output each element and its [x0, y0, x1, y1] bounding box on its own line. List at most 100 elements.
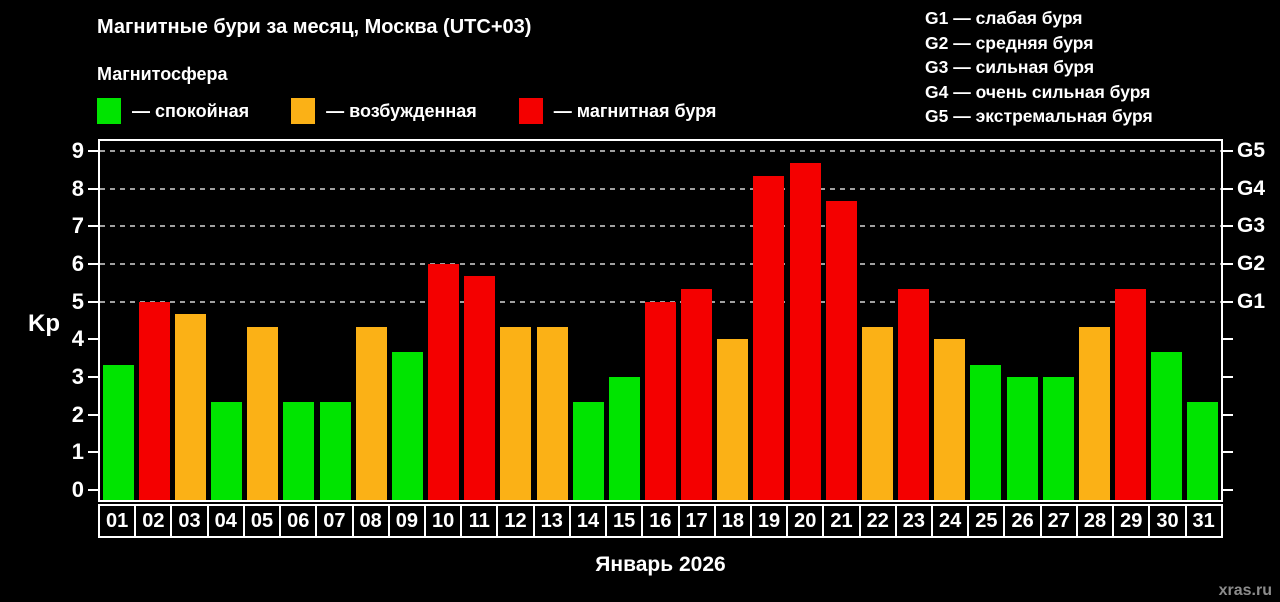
watermark: xras.ru: [1218, 582, 1272, 599]
day-cell-04: 04: [206, 504, 245, 538]
g-scale-legend: G1 — слабая буря G2 — средняя буря G3 — си…: [925, 6, 1153, 129]
day-cell-07: 07: [315, 504, 354, 538]
y-axis-label-4: 4: [71, 326, 84, 352]
day-cell-30: 30: [1148, 504, 1187, 538]
gridline-kp7: [100, 225, 1221, 228]
plot-area: [98, 139, 1223, 502]
day-cell-14: 14: [568, 504, 608, 538]
gridline-kp8: [100, 187, 1221, 190]
day-cell-17: 17: [677, 504, 716, 538]
day-cell-22: 22: [858, 504, 897, 538]
bar-day-28: [1078, 326, 1110, 500]
day-cell-12: 12: [496, 504, 535, 538]
bar-day-24: [934, 339, 966, 500]
bar-day-04: [211, 402, 243, 500]
bar-day-16: [645, 301, 676, 500]
right-axis-label-g2: G2: [1237, 252, 1266, 275]
y-axis-tick-left-6: [88, 263, 98, 265]
legend-label-storm: — магнитная буря: [553, 100, 717, 121]
g-scale-line-1: G1 — слабая буря: [925, 8, 1083, 28]
day-cell-18: 18: [713, 504, 752, 538]
legend-label-calm: — спокойная: [132, 100, 250, 121]
day-cell-19: 19: [749, 504, 789, 538]
y-axis-tick-right-5: [1223, 300, 1233, 303]
y-axis-tick-right-2: [1223, 413, 1233, 416]
magnetosphere-subtitle: Магнитосфера: [97, 64, 228, 84]
right-axis-label-g4: G4: [1237, 176, 1266, 200]
y-axis-tick-left-7: [88, 225, 98, 228]
bar-day-01: [102, 364, 134, 500]
bar-day-08: [355, 326, 387, 500]
y-axis-label-0: 0: [71, 477, 84, 502]
gridline-kp5: [100, 300, 1221, 303]
y-axis-label-2: 2: [71, 401, 84, 427]
bar-day-31: [1187, 402, 1219, 500]
bar-day-14: [572, 402, 604, 500]
day-cell-09: 09: [387, 504, 426, 538]
y-axis-tick-right-9: [1223, 150, 1233, 152]
right-axis-label-g3: G3: [1237, 214, 1266, 238]
day-cell-27: 27: [1039, 504, 1078, 538]
right-axis-label-g5: G5: [1237, 139, 1266, 162]
legend-swatch-storm: [518, 98, 543, 124]
g-scale-line-4: G4 — очень сильная буря: [925, 81, 1151, 102]
day-cell-25: 25: [967, 504, 1006, 538]
y-axis-tick-left-8: [88, 187, 98, 190]
y-axis-tick-right-6: [1223, 263, 1233, 265]
bar-day-18: [717, 339, 749, 500]
day-cell-31: 31: [1184, 504, 1223, 538]
bar-day-03: [174, 314, 206, 500]
bar-day-09: [391, 351, 423, 500]
gridline-kp9: [100, 150, 1221, 152]
day-cell-06: 06: [279, 504, 318, 538]
y-axis-tick-left-5: [88, 300, 98, 303]
bar-day-21: [825, 201, 857, 500]
bar-day-02: [138, 301, 170, 500]
bar-day-25: [970, 364, 1002, 500]
bar-day-30: [1151, 351, 1183, 500]
day-cell-08: 08: [351, 504, 390, 538]
day-cell-20: 20: [786, 504, 825, 538]
day-cell-24: 24: [931, 504, 970, 538]
y-axis-tick-right-0: [1223, 489, 1233, 491]
day-cell-03: 03: [170, 504, 209, 538]
page-title: Магнитные бури за месяц, Москва (UTC+03): [97, 16, 532, 38]
bar-day-05: [247, 326, 279, 500]
y-axis-tick-left-3: [88, 376, 98, 378]
y-axis-label-3: 3: [71, 364, 84, 389]
y-axis-tick-left-0: [88, 489, 98, 491]
x-axis-title: Январь 2026: [595, 553, 726, 576]
y-axis-tick-right-3: [1223, 376, 1233, 378]
legend-item-excited: — возбужденная: [291, 98, 477, 124]
y-axis-label-5: 5: [71, 288, 84, 314]
y-axis-title: Kp: [28, 310, 60, 337]
y-axis-tick-left-1: [88, 451, 98, 454]
bar-day-27: [1042, 377, 1074, 500]
y-axis-tick-left-9: [88, 150, 98, 152]
bar-day-10: [428, 264, 460, 500]
y-axis-tick-right-1: [1223, 451, 1233, 454]
day-cell-01: 01: [98, 504, 137, 538]
day-cell-29: 29: [1112, 504, 1151, 538]
y-axis-label-8: 8: [71, 175, 84, 201]
bar-day-13: [536, 326, 568, 500]
bar-day-29: [1115, 289, 1147, 500]
day-cell-05: 05: [242, 504, 282, 538]
y-axis-tick-right-8: [1223, 187, 1233, 190]
day-cell-23: 23: [894, 504, 934, 538]
bar-day-15: [608, 377, 640, 500]
y-axis-tick-left-4: [88, 338, 98, 341]
y-axis-label-7: 7: [71, 213, 84, 239]
y-axis-label-6: 6: [71, 251, 84, 276]
bar-day-19: [753, 176, 785, 500]
day-cell-02: 02: [134, 504, 173, 538]
g-scale-line-2: G2 — средняя буря: [925, 32, 1094, 53]
day-cell-21: 21: [822, 504, 861, 538]
legend-label-excited: — возбужденная: [326, 100, 477, 121]
day-cell-28: 28: [1075, 504, 1115, 538]
day-cell-11: 11: [460, 504, 499, 538]
right-axis-label-g1: G1: [1237, 289, 1266, 313]
legend-swatch-excited: [291, 98, 316, 124]
bar-day-07: [319, 402, 351, 500]
